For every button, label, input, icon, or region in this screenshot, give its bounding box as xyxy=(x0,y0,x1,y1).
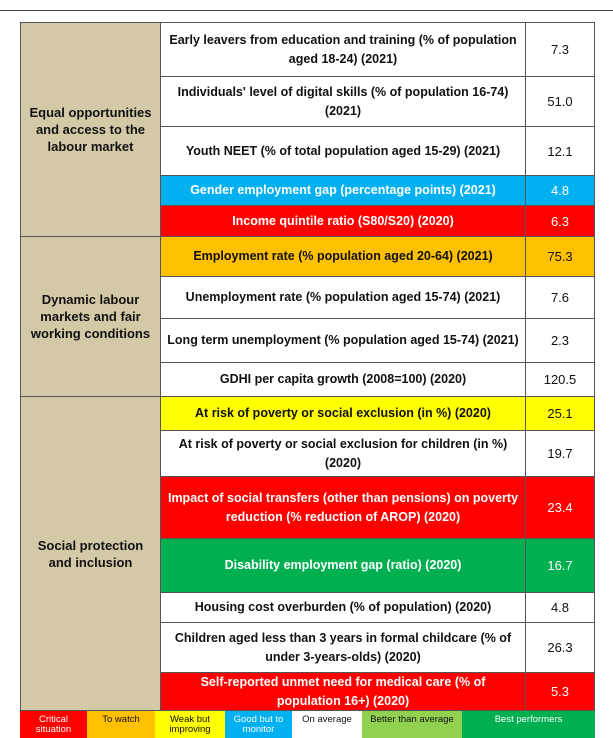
indicator: Impact of social transfers (other than p… xyxy=(160,476,526,539)
value: 16.7 xyxy=(525,538,595,593)
indicator: Unemployment rate (% population aged 15-… xyxy=(160,276,526,319)
indicator: Housing cost overburden (% of population… xyxy=(160,592,526,623)
indicator: Disability employment gap (ratio) (2020) xyxy=(160,538,526,593)
legend-item: On average xyxy=(292,711,362,738)
indicator: At risk of poverty or social exclusion (… xyxy=(160,396,526,431)
value: 7.6 xyxy=(525,276,595,319)
indicator: Self-reported unmet need for medical car… xyxy=(160,672,526,711)
indicator: Gender employment gap (percentage points… xyxy=(160,175,526,206)
legend-item: Better than average xyxy=(362,711,462,738)
indicator: Children aged less than 3 years in forma… xyxy=(160,622,526,673)
indicator: Individuals' level of digital skills (% … xyxy=(160,76,526,127)
group-label: Equal opportunities and access to the la… xyxy=(20,22,161,237)
indicator: Employment rate (% population aged 20-64… xyxy=(160,236,526,277)
value: 2.3 xyxy=(525,318,595,363)
value: 51.0 xyxy=(525,76,595,127)
legend-item: Best performers xyxy=(462,711,595,738)
value: 6.3 xyxy=(525,205,595,237)
indicator: Long term unemployment (% population age… xyxy=(160,318,526,363)
value: 75.3 xyxy=(525,236,595,277)
group-label: Dynamic labour markets and fair working … xyxy=(20,236,161,397)
legend-item: Critical situation xyxy=(20,711,87,738)
value: 4.8 xyxy=(525,592,595,623)
indicator: Income quintile ratio (S80/S20) (2020) xyxy=(160,205,526,237)
value: 5.3 xyxy=(525,672,595,711)
legend-item: Good but to monitor xyxy=(225,711,292,738)
indicator: GDHI per capita growth (2008=100) (2020) xyxy=(160,362,526,397)
value: 4.8 xyxy=(525,175,595,206)
value: 26.3 xyxy=(525,622,595,673)
value: 23.4 xyxy=(525,476,595,539)
legend-item: Weak but improving xyxy=(155,711,225,738)
group-label: Social protection and inclusion xyxy=(20,396,161,711)
top-rule xyxy=(0,10,613,11)
value: 19.7 xyxy=(525,430,595,477)
indicator: Early leavers from education and trainin… xyxy=(160,22,526,77)
indicator: At risk of poverty or social exclusion f… xyxy=(160,430,526,477)
value: 12.1 xyxy=(525,126,595,176)
value: 7.3 xyxy=(525,22,595,77)
value: 120.5 xyxy=(525,362,595,397)
legend-item: To watch xyxy=(87,711,155,738)
indicator: Youth NEET (% of total population aged 1… xyxy=(160,126,526,176)
value: 25.1 xyxy=(525,396,595,431)
